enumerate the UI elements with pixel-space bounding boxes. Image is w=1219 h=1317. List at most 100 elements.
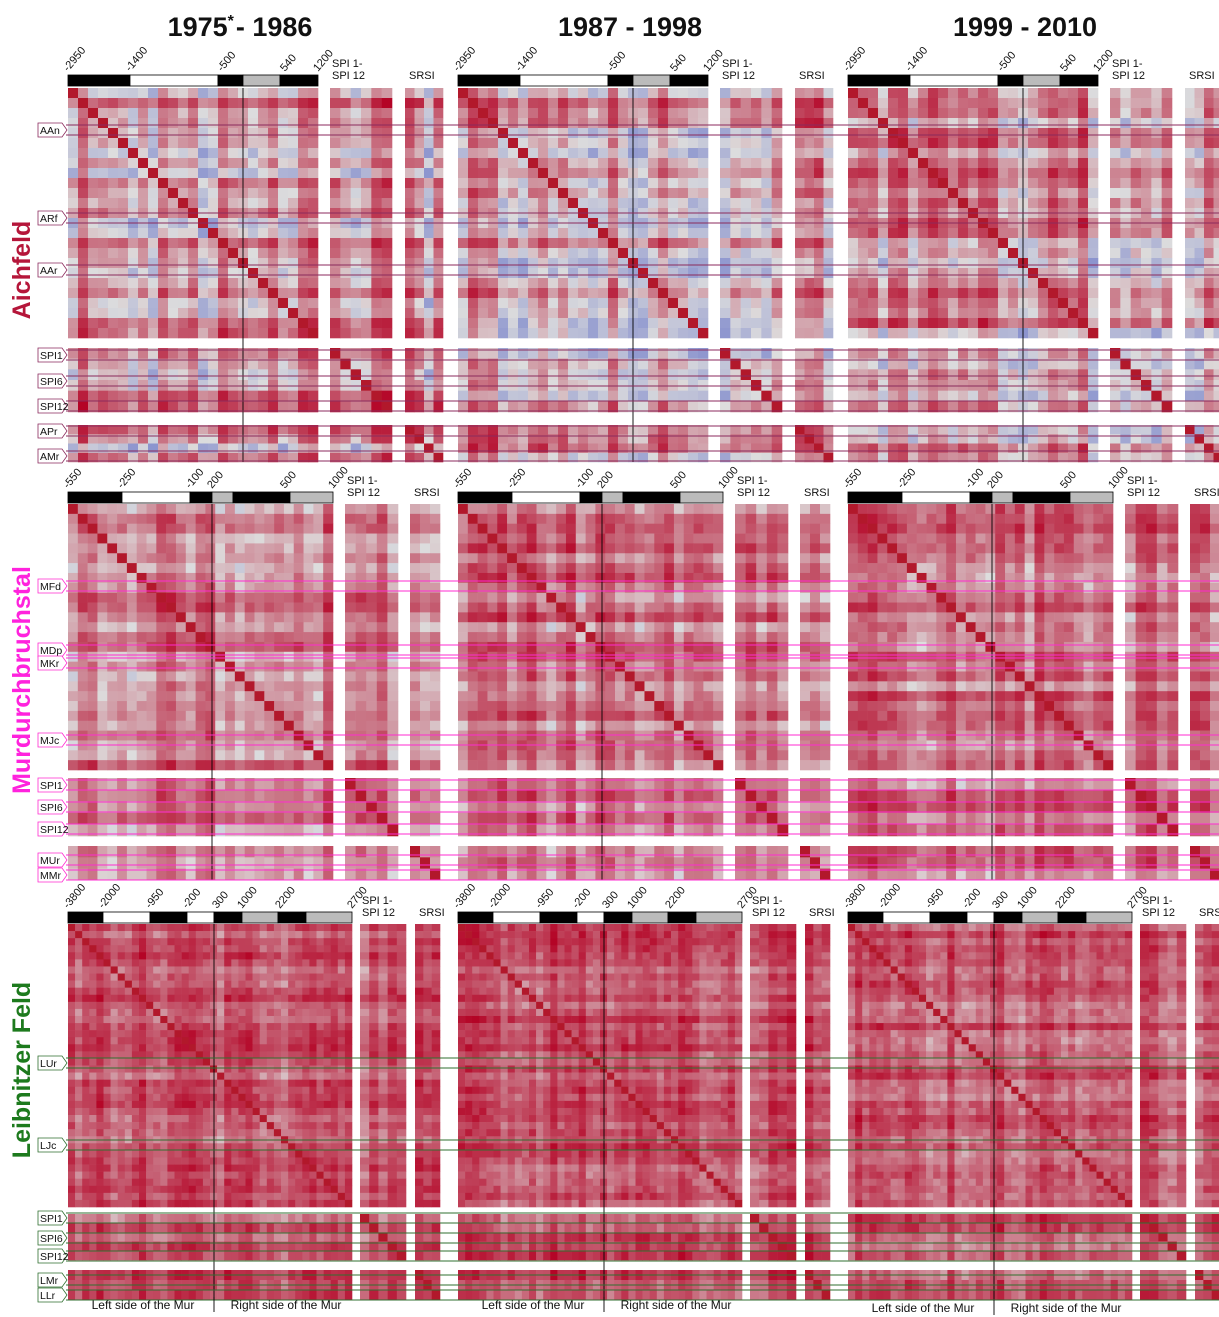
- heatmap-cell: [148, 401, 159, 413]
- heatmap-cell: [433, 425, 444, 435]
- heatmap-cell: [538, 348, 549, 359]
- heatmap-cell: [298, 358, 309, 370]
- heatmap-cell: [258, 434, 269, 444]
- heatmap-cell: [97, 789, 108, 802]
- heatmap-cell: [998, 248, 1009, 259]
- heatmap-cell: [751, 268, 762, 279]
- heatmap-cell: [166, 812, 177, 825]
- heatmap-cell: [87, 671, 98, 682]
- heatmap-cell: [168, 228, 179, 239]
- heatmap-cell: [518, 148, 529, 159]
- heatmap-cell: [998, 358, 1009, 370]
- heatmap-cell: [468, 318, 479, 329]
- heatmap-cell: [518, 348, 529, 359]
- heatmap-cell: [730, 158, 741, 169]
- heatmap-cell: [118, 138, 129, 149]
- heatmap-cell: [97, 513, 108, 524]
- heatmap-cell: [558, 369, 569, 381]
- period-bar: [189, 491, 213, 504]
- heatmap-cell: [458, 268, 469, 279]
- heatmap-cell: [908, 178, 919, 189]
- heatmap-cell: [128, 328, 139, 339]
- heatmap-cell: [87, 651, 98, 662]
- heatmap-cell: [488, 348, 499, 359]
- heatmap-cell: [158, 328, 169, 339]
- heatmap-cell: [361, 348, 372, 359]
- heatmap-cell: [730, 108, 741, 119]
- heatmap-cell: [598, 238, 609, 249]
- heatmap-cell: [254, 523, 265, 534]
- heatmap-cell: [168, 390, 179, 402]
- heatmap-cell: [107, 691, 118, 702]
- heatmap-cell: [558, 98, 569, 109]
- heatmap-cell: [638, 288, 649, 299]
- heatmap-cell: [387, 750, 399, 761]
- heatmap-cell: [376, 641, 388, 653]
- heatmap-cell: [795, 298, 805, 309]
- heatmap-cell: [858, 118, 869, 129]
- heatmap-cell: [1068, 258, 1079, 269]
- heatmap-cell: [1078, 228, 1089, 239]
- heatmap-cell: [918, 452, 929, 463]
- heatmap-cell: [978, 228, 989, 239]
- heatmap-cell: [218, 188, 229, 199]
- heatmap-cell: [376, 622, 388, 633]
- spi-header: SPI 12: [1112, 70, 1145, 82]
- heatmap-cell: [234, 824, 245, 837]
- heatmap-cell: [350, 138, 362, 149]
- heatmap-cell: [323, 661, 334, 672]
- heatmap-cell: [761, 238, 772, 249]
- heatmap-cell: [274, 563, 285, 574]
- heatmap-cell: [323, 602, 334, 613]
- heatmap-cell: [218, 88, 229, 99]
- heatmap-cell: [303, 632, 314, 643]
- heatmap-cell: [98, 288, 109, 299]
- heatmap-cell: [350, 380, 362, 391]
- heatmap-cell: [568, 98, 579, 109]
- heatmap-cell: [254, 701, 265, 712]
- heatmap-cell: [968, 188, 979, 199]
- heatmap-cell: [488, 380, 499, 391]
- heatmap-cell: [146, 661, 157, 672]
- heatmap-cell: [205, 622, 216, 633]
- heatmap-cell: [918, 158, 929, 169]
- heatmap-cell: [761, 178, 772, 189]
- heatmap-cell: [195, 523, 206, 534]
- heatmap-cell: [178, 188, 189, 199]
- heatmap-cell: [268, 443, 279, 454]
- heatmap-cell: [118, 288, 129, 299]
- heatmap-cell: [355, 846, 367, 858]
- heatmap-cell: [898, 118, 909, 129]
- heatmap-cell: [751, 348, 762, 359]
- heatmap-cell: [205, 812, 216, 825]
- station-label: SPI6: [40, 376, 63, 388]
- heatmap-cell: [1194, 268, 1205, 279]
- heatmap-cell: [558, 158, 569, 169]
- heatmap-cell: [288, 248, 299, 259]
- heatmap-cell: [938, 452, 949, 463]
- srsi-header: SRSI: [1189, 70, 1215, 82]
- heatmap-cell: [168, 88, 179, 99]
- heatmap-cell: [156, 572, 167, 584]
- heatmap-cell: [908, 188, 919, 199]
- heatmap-cell: [126, 504, 137, 515]
- heatmap-cell: [225, 504, 236, 515]
- heatmap-cell: [458, 278, 469, 289]
- heatmap-cell: [668, 358, 679, 370]
- heatmap-cell: [258, 318, 269, 329]
- heatmap-cell: [244, 612, 255, 623]
- heatmap-cell: [387, 513, 399, 524]
- heatmap-cell: [795, 452, 805, 463]
- heatmap-cell: [1048, 118, 1059, 129]
- heatmap-cell: [528, 328, 539, 339]
- heatmap-cell: [1151, 443, 1162, 454]
- heatmap-cell: [244, 691, 255, 702]
- heatmap-cell: [795, 308, 805, 319]
- heatmap-cell: [1204, 108, 1214, 119]
- heatmap-cell: [1038, 258, 1049, 269]
- heatmap-cell: [1028, 318, 1039, 329]
- heatmap-cell: [1110, 358, 1121, 370]
- heatmap-cell: [424, 168, 434, 179]
- heatmap-cell: [878, 148, 889, 159]
- heatmap-cell: [1058, 168, 1069, 179]
